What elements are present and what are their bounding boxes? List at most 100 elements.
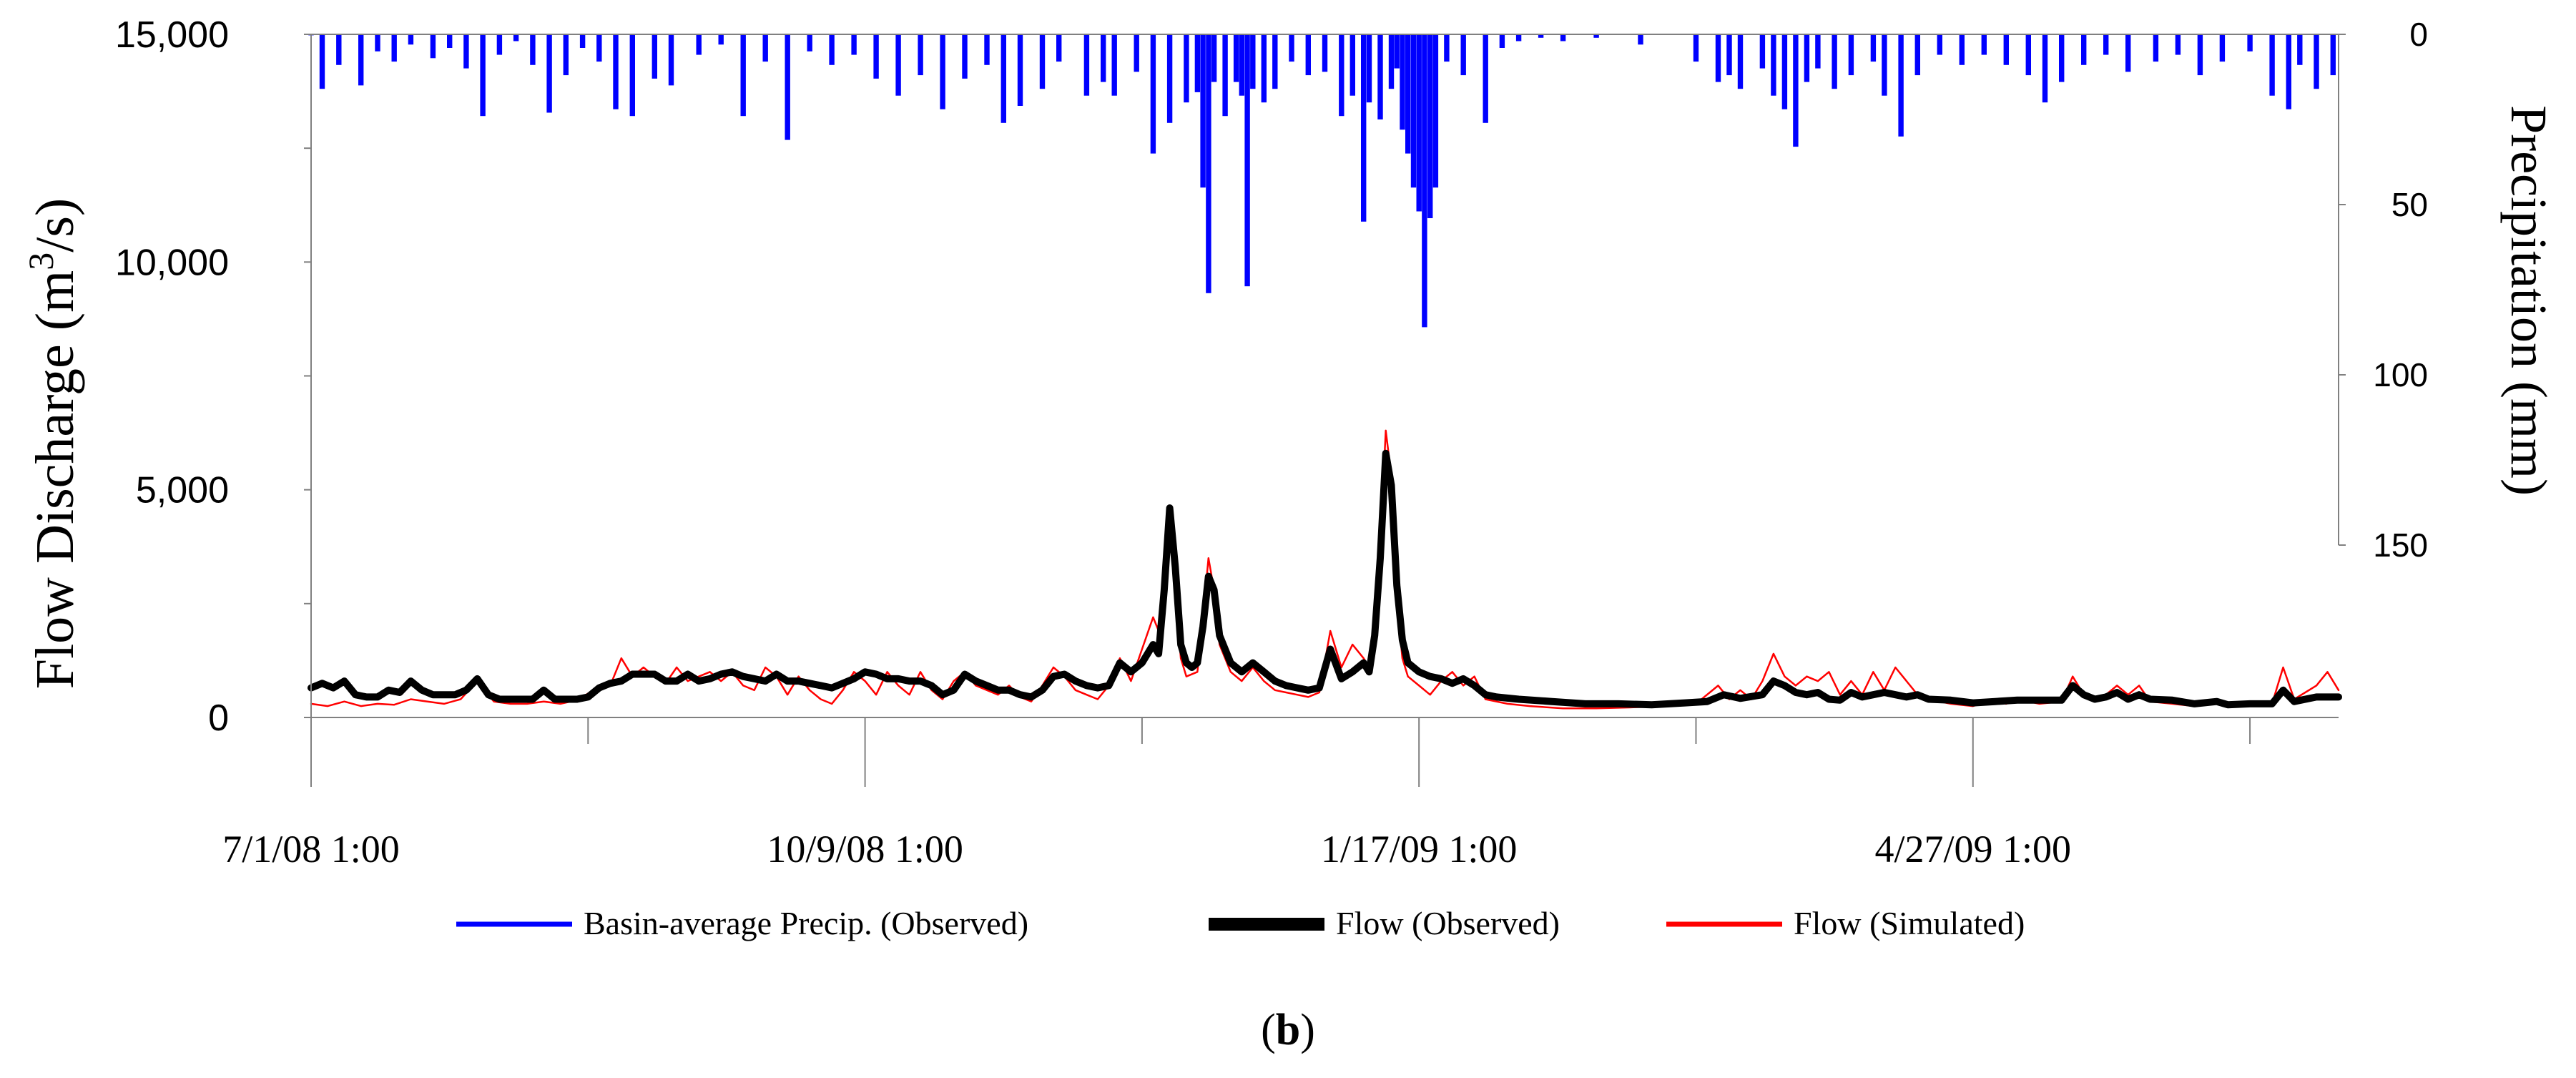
precip-bar (1693, 34, 1699, 62)
precip-bar (1538, 34, 1544, 38)
precip-bar (1638, 34, 1643, 45)
y-left-title-main: Flow Discharge (m (25, 270, 85, 689)
precip-bar (2125, 34, 2131, 72)
precip-bar (579, 34, 586, 48)
precip-bar (336, 34, 342, 65)
precip-bar (895, 34, 901, 96)
precip-bar (496, 34, 503, 55)
precip-bar (1870, 34, 1877, 62)
precip-bar (1239, 34, 1244, 96)
precip-bar (1206, 34, 1211, 293)
precip-bar (1233, 34, 1239, 82)
precip-bar (1400, 34, 1405, 130)
precipitation-bars (308, 34, 2336, 328)
precip-bar (2175, 34, 2181, 55)
flow-observed-line (308, 449, 2342, 709)
precip-bar (1405, 34, 1411, 154)
precip-bar (829, 34, 835, 65)
precip-bar (375, 34, 380, 52)
right-tick-label: 150 (2373, 526, 2428, 564)
precip-bar (2330, 34, 2336, 76)
legend-label-flow-simulated: Flow (Simulated) (1794, 905, 2025, 941)
left-tick-label: 5,000 (136, 470, 229, 511)
precip-bar (563, 34, 569, 76)
left-tick-label: 15,000 (115, 14, 229, 56)
precip-bar (873, 34, 879, 79)
precip-bar (1715, 34, 1721, 82)
precip-bar (1460, 34, 1466, 76)
left-y-ticks: 0 5,000 10,000 15,000 (115, 14, 311, 739)
precip-bar (546, 34, 552, 113)
precip-bar (1388, 34, 1395, 89)
panel-label-letter: b (1276, 1006, 1300, 1054)
precip-bar (1056, 34, 1062, 62)
precip-bar (1737, 34, 1744, 89)
precip-bar (1039, 34, 1046, 89)
y-axis-left-title: Flow Discharge (m3/s) (21, 198, 85, 689)
precip-bar (463, 34, 469, 69)
precip-bar (1250, 34, 1256, 89)
precip-bar (1322, 34, 1328, 72)
precip-bar (1377, 34, 1383, 119)
precip-bar (2059, 34, 2065, 82)
precip-bar (740, 34, 746, 117)
precip-bar (613, 34, 619, 109)
y-left-title-tail: /s) (25, 198, 85, 253)
precip-bar (391, 34, 397, 62)
precip-bar (2153, 34, 2159, 62)
left-tick-label: 0 (208, 697, 229, 739)
precip-bar (408, 34, 414, 45)
x-tick-label: 4/27/09 1:00 (1875, 828, 2072, 871)
precip-bar (1222, 34, 1228, 117)
precip-bar (596, 34, 602, 62)
precip-bar (1272, 34, 1278, 89)
precip-bar (1194, 34, 1201, 92)
x-axis-ticks: 7/1/08 1:00 10/9/08 1:00 1/17/09 1:00 4/27/… (222, 717, 2251, 871)
precip-bar (1001, 34, 1006, 123)
precip-bar (2025, 34, 2031, 76)
right-tick-label: 100 (2373, 356, 2428, 393)
precip-bar (2003, 34, 2009, 65)
left-tick-label: 10,000 (115, 242, 229, 283)
y-axis-right-title: Precipitation (mm) (2500, 105, 2557, 496)
precip-bar (2042, 34, 2048, 103)
precip-bar (984, 34, 990, 65)
precip-bar (1150, 34, 1156, 154)
precip-bar (940, 34, 945, 109)
precip-bar (447, 34, 453, 48)
precip-bar (1200, 34, 1206, 188)
precip-bar (1361, 34, 1367, 222)
precip-bar (1781, 34, 1788, 109)
y-left-title-sup: 3 (21, 253, 61, 270)
precip-bar (1101, 34, 1106, 82)
right-tick-label: 50 (2391, 186, 2428, 223)
precip-bar (785, 34, 790, 140)
precip-bar (1898, 34, 1904, 137)
x-tick-label: 1/17/09 1:00 (1321, 828, 1518, 871)
legend-label-precip: Basin-average Precip. (Observed) (584, 905, 1028, 941)
precip-bar (1244, 34, 1250, 287)
precip-bar (652, 34, 657, 79)
precip-bar (1166, 34, 1173, 123)
precip-bar (530, 34, 536, 65)
precip-bar (2297, 34, 2303, 65)
precip-bar (1560, 34, 1566, 41)
precip-bar (1427, 34, 1433, 218)
precip-bar (1959, 34, 1965, 65)
precip-bar (1083, 34, 1090, 96)
precip-bar (1771, 34, 1776, 96)
precip-bar (1432, 34, 1439, 188)
precip-bar (2247, 34, 2253, 52)
x-tick-label: 10/9/08 1:00 (767, 828, 963, 871)
precip-bar (1211, 34, 1217, 82)
precip-bar (1759, 34, 1766, 69)
precip-bar (1261, 34, 1267, 103)
precip-bar (1914, 34, 1920, 76)
precip-bar (319, 34, 325, 89)
precip-bar (1804, 34, 1810, 82)
precip-bar (918, 34, 923, 76)
precip-bar (480, 34, 486, 117)
precip-bar (1848, 34, 1854, 76)
precip-bar (2286, 34, 2291, 109)
